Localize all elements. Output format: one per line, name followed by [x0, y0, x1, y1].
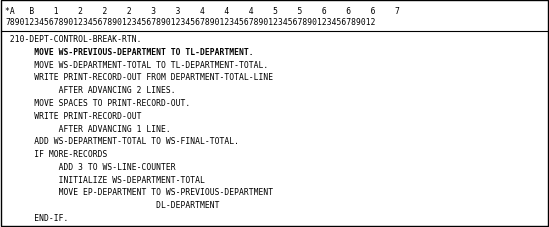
- Text: WRITE PRINT-RECORD-OUT: WRITE PRINT-RECORD-OUT: [5, 111, 142, 120]
- Text: INITIALIZE WS-DEPARTMENT-TOTAL: INITIALIZE WS-DEPARTMENT-TOTAL: [5, 175, 205, 184]
- Text: 210-DEPT-CONTROL-BREAK-RTN.: 210-DEPT-CONTROL-BREAK-RTN.: [5, 35, 142, 44]
- Text: MOVE EP-DEPARTMENT TO WS-PREVIOUS-DEPARTMENT: MOVE EP-DEPARTMENT TO WS-PREVIOUS-DEPART…: [5, 188, 273, 197]
- Text: MOVE WS-DEPARTMENT-TOTAL TO TL-DEPARTMENT-TOTAL.: MOVE WS-DEPARTMENT-TOTAL TO TL-DEPARTMEN…: [5, 60, 268, 69]
- Text: MOVE SPACES TO PRINT-RECORD-OUT.: MOVE SPACES TO PRINT-RECORD-OUT.: [5, 99, 191, 107]
- Text: IF MORE-RECORDS: IF MORE-RECORDS: [5, 149, 108, 158]
- Text: DL-DEPARTMENT: DL-DEPARTMENT: [5, 200, 220, 209]
- Text: AFTER ADVANCING 1 LINE.: AFTER ADVANCING 1 LINE.: [5, 124, 171, 133]
- Text: MOVE WS-PREVIOUS-DEPARTMENT TO TL-DEPARTMENT.: MOVE WS-PREVIOUS-DEPARTMENT TO TL-DEPART…: [5, 47, 254, 57]
- Text: AFTER ADVANCING 2 LINES.: AFTER ADVANCING 2 LINES.: [5, 86, 176, 95]
- Text: *A   B    1    2    2    2    3    3    4    4    4    5    5    6    6    6    : *A B 1 2 2 2 3 3 4 4 4 5 5 6 6 6: [5, 7, 400, 16]
- Text: WRITE PRINT-RECORD-OUT FROM DEPARTMENT-TOTAL-LINE: WRITE PRINT-RECORD-OUT FROM DEPARTMENT-T…: [5, 73, 273, 82]
- Text: END-IF.: END-IF.: [5, 213, 69, 222]
- Text: 7890123456789012345678901234567890123456789012345678901234567890123456789012: 7890123456789012345678901234567890123456…: [5, 18, 376, 27]
- Text: ADD 3 TO WS-LINE-COUNTER: ADD 3 TO WS-LINE-COUNTER: [5, 162, 176, 171]
- Text: ADD WS-DEPARTMENT-TOTAL TO WS-FINAL-TOTAL.: ADD WS-DEPARTMENT-TOTAL TO WS-FINAL-TOTA…: [5, 137, 239, 146]
